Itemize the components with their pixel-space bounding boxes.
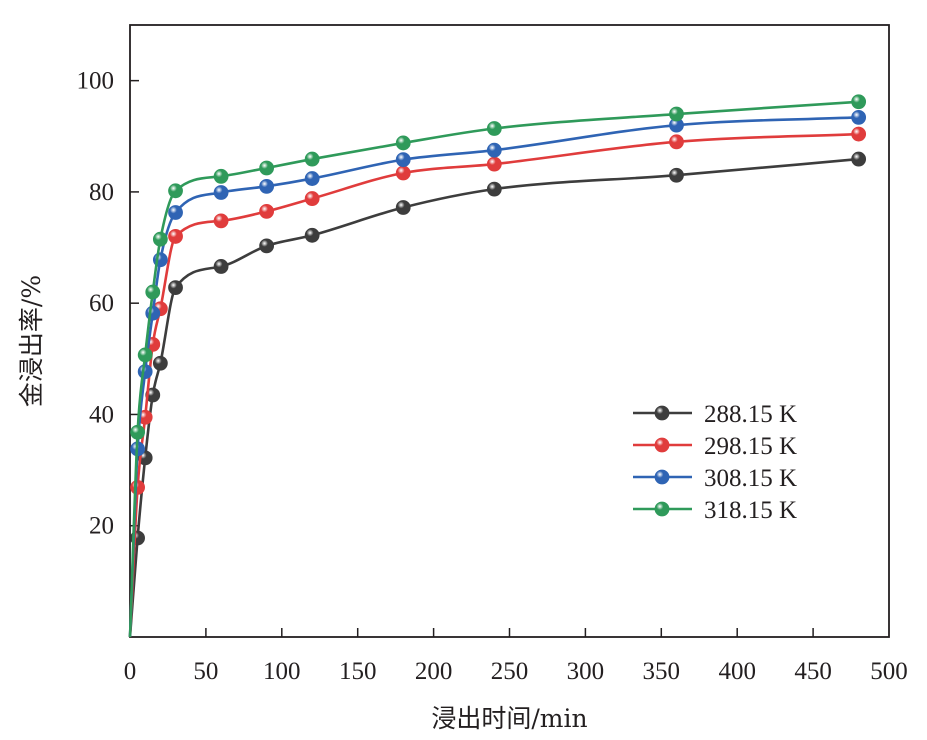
x-tick-label: 150 [339, 658, 377, 685]
data-point [130, 479, 145, 495]
data-point [395, 152, 411, 168]
x-tick-label: 400 [718, 658, 756, 685]
y-tick-label: 100 [77, 68, 115, 95]
data-point [168, 183, 183, 199]
data-point [259, 178, 275, 194]
data-point [395, 165, 411, 181]
x-tick-label: 50 [193, 658, 218, 685]
series-308-15-K [128, 109, 867, 638]
data-point [168, 229, 183, 244]
data-point [669, 134, 684, 150]
data-point [145, 387, 161, 403]
y-tick-label: 60 [89, 290, 114, 317]
x-tick-label: 250 [491, 658, 529, 685]
x-tick-label: 450 [794, 658, 832, 685]
data-point [152, 231, 168, 247]
series-line [128, 132, 859, 638]
data-point [304, 227, 320, 243]
x-tick-label: 100 [263, 658, 301, 685]
data-point [395, 135, 411, 151]
y-tick-label: 80 [89, 179, 114, 206]
data-point [486, 121, 502, 136]
data-point [851, 109, 867, 125]
x-tick-label: 200 [415, 658, 453, 685]
series-288-15-K [128, 151, 867, 638]
data-point [669, 106, 684, 122]
plot-border [129, 24, 890, 638]
data-point [137, 364, 153, 380]
y-axis-label: 金浸出率/% [17, 275, 46, 407]
series-line [128, 157, 859, 638]
data-point [486, 156, 502, 172]
data-point [259, 238, 275, 254]
data-point [395, 200, 411, 215]
data-point [304, 151, 320, 167]
data-point [213, 213, 229, 229]
data-point [304, 171, 320, 186]
legend-label: 288.15 K [704, 401, 797, 428]
data-point [152, 355, 168, 371]
x-tick-label: 350 [643, 658, 681, 685]
x-axis-label: 浸出时间/min [431, 704, 587, 733]
data-point [137, 347, 153, 363]
data-point [259, 203, 275, 219]
data-point [851, 94, 867, 110]
legend-marker [654, 405, 670, 421]
legend-label: 318.15 K [704, 497, 797, 524]
data-point [213, 259, 229, 274]
y-tick-label: 40 [89, 401, 114, 428]
data-point [851, 126, 867, 142]
data-point [486, 142, 502, 158]
y-tick-label: 20 [89, 513, 114, 540]
x-tick-label: 500 [870, 658, 908, 685]
data-point [486, 181, 502, 197]
legend-marker [654, 469, 670, 485]
x-axis: 0 50 100 150 200 250 300 350 400 450 500 [124, 628, 908, 685]
series-layer [128, 94, 867, 638]
data-point [145, 284, 161, 300]
data-point [168, 205, 183, 220]
series-line [128, 100, 859, 638]
legend-label: 308.15 K [704, 465, 797, 492]
plot-frame [129, 24, 890, 638]
y-axis: 20 40 60 80 100 [77, 68, 139, 540]
x-tick-label: 0 [124, 658, 137, 685]
legend-marker [654, 437, 670, 453]
data-point [851, 151, 867, 167]
legend: 288.15 K 298.15 K 308.15 K 318.15 K [633, 401, 797, 524]
series-line [128, 116, 859, 638]
series-298-15-K [128, 126, 867, 638]
data-point [213, 168, 229, 184]
x-tick-label: 300 [567, 658, 605, 685]
data-point [259, 160, 275, 176]
data-point [168, 280, 183, 296]
legend-marker [654, 501, 670, 517]
data-point [669, 167, 684, 183]
data-point [130, 424, 145, 440]
data-point [213, 185, 229, 200]
series-318-15-K [128, 94, 867, 638]
data-point [145, 305, 161, 321]
data-point [304, 191, 320, 206]
legend-label: 298.15 K [704, 433, 797, 460]
